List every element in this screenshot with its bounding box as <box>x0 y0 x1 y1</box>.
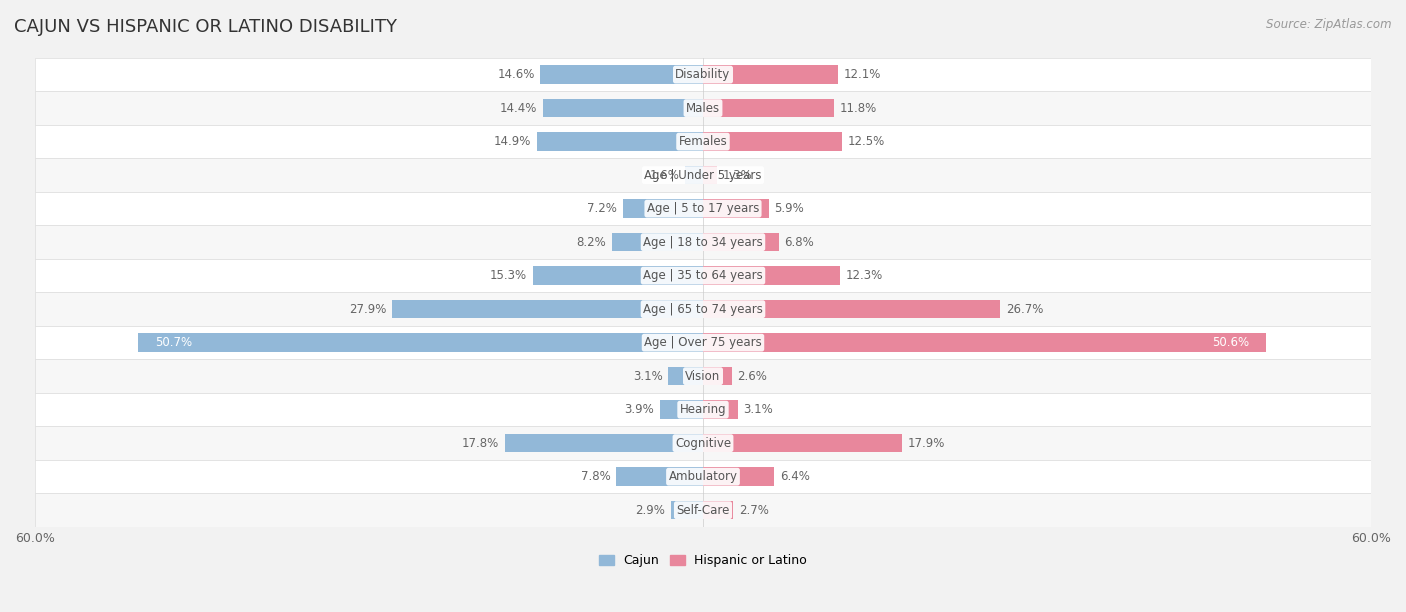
Text: 14.9%: 14.9% <box>494 135 531 148</box>
Text: Age | 5 to 17 years: Age | 5 to 17 years <box>647 202 759 215</box>
Bar <box>703 334 1267 352</box>
Bar <box>138 334 703 352</box>
Text: 17.8%: 17.8% <box>463 437 499 450</box>
Text: 27.9%: 27.9% <box>350 303 387 316</box>
Text: 2.7%: 2.7% <box>738 504 769 517</box>
Bar <box>543 99 703 118</box>
Text: 1.3%: 1.3% <box>723 169 752 182</box>
Text: 50.7%: 50.7% <box>155 336 193 349</box>
Text: 8.2%: 8.2% <box>576 236 606 248</box>
Text: Females: Females <box>679 135 727 148</box>
Bar <box>703 434 903 452</box>
Bar <box>540 65 703 84</box>
Bar <box>703 132 842 151</box>
Text: 6.8%: 6.8% <box>785 236 814 248</box>
Bar <box>537 132 703 151</box>
Bar <box>703 468 775 486</box>
Text: 12.5%: 12.5% <box>848 135 884 148</box>
Text: 6.4%: 6.4% <box>780 470 810 483</box>
Bar <box>659 400 703 419</box>
Text: Age | 35 to 64 years: Age | 35 to 64 years <box>643 269 763 282</box>
Text: Age | 65 to 74 years: Age | 65 to 74 years <box>643 303 763 316</box>
Bar <box>392 300 703 318</box>
Bar <box>35 192 1371 225</box>
Bar <box>35 125 1371 159</box>
Bar <box>533 266 703 285</box>
Bar <box>35 259 1371 293</box>
Text: Source: ZipAtlas.com: Source: ZipAtlas.com <box>1267 18 1392 31</box>
Text: 14.4%: 14.4% <box>499 102 537 114</box>
Text: Cognitive: Cognitive <box>675 437 731 450</box>
Text: 2.9%: 2.9% <box>636 504 665 517</box>
Text: Age | Over 75 years: Age | Over 75 years <box>644 336 762 349</box>
Text: 26.7%: 26.7% <box>1005 303 1043 316</box>
Text: 1.6%: 1.6% <box>650 169 679 182</box>
Bar <box>703 400 738 419</box>
Bar <box>35 359 1371 393</box>
Text: 11.8%: 11.8% <box>839 102 877 114</box>
Legend: Cajun, Hispanic or Latino: Cajun, Hispanic or Latino <box>593 550 813 572</box>
Text: CAJUN VS HISPANIC OR LATINO DISABILITY: CAJUN VS HISPANIC OR LATINO DISABILITY <box>14 18 396 36</box>
Bar <box>35 293 1371 326</box>
Text: Males: Males <box>686 102 720 114</box>
Text: Age | 18 to 34 years: Age | 18 to 34 years <box>643 236 763 248</box>
Text: Vision: Vision <box>685 370 721 382</box>
Text: 17.9%: 17.9% <box>908 437 945 450</box>
Text: 50.6%: 50.6% <box>1212 336 1250 349</box>
Bar <box>703 266 839 285</box>
Bar <box>671 501 703 520</box>
Bar <box>35 460 1371 493</box>
Bar <box>685 166 703 184</box>
Text: Disability: Disability <box>675 68 731 81</box>
Bar <box>703 200 769 218</box>
Text: Ambulatory: Ambulatory <box>668 470 738 483</box>
Bar <box>35 225 1371 259</box>
Bar <box>703 501 733 520</box>
Bar <box>35 493 1371 527</box>
Text: 14.6%: 14.6% <box>498 68 534 81</box>
Text: 5.9%: 5.9% <box>775 202 804 215</box>
Bar <box>623 200 703 218</box>
Bar <box>35 159 1371 192</box>
Bar <box>35 91 1371 125</box>
Bar <box>505 434 703 452</box>
Bar <box>703 300 1000 318</box>
Text: 3.9%: 3.9% <box>624 403 654 416</box>
Text: 2.6%: 2.6% <box>738 370 768 382</box>
Bar <box>35 326 1371 359</box>
Text: 12.3%: 12.3% <box>845 269 883 282</box>
Bar <box>703 99 834 118</box>
Text: 3.1%: 3.1% <box>744 403 773 416</box>
Bar <box>35 58 1371 91</box>
Text: 7.8%: 7.8% <box>581 470 610 483</box>
Text: Age | Under 5 years: Age | Under 5 years <box>644 169 762 182</box>
Bar <box>703 166 717 184</box>
Text: Self-Care: Self-Care <box>676 504 730 517</box>
Text: 12.1%: 12.1% <box>844 68 880 81</box>
Bar <box>703 65 838 84</box>
Text: 7.2%: 7.2% <box>588 202 617 215</box>
Text: Hearing: Hearing <box>679 403 727 416</box>
Bar <box>35 393 1371 427</box>
Bar <box>612 233 703 252</box>
Bar <box>703 233 779 252</box>
Text: 3.1%: 3.1% <box>633 370 662 382</box>
Bar <box>703 367 733 386</box>
Bar <box>35 427 1371 460</box>
Bar <box>668 367 703 386</box>
Text: 15.3%: 15.3% <box>489 269 527 282</box>
Bar <box>616 468 703 486</box>
